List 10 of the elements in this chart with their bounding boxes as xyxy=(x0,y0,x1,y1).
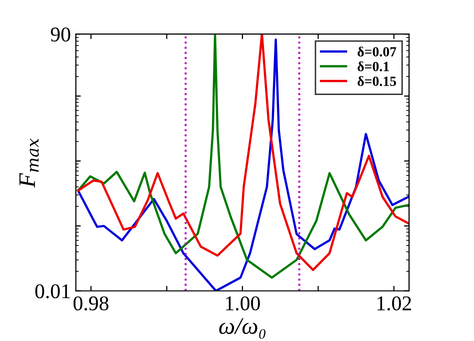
y-axis-title: F$_{max}$ xyxy=(19,138,39,188)
x-axis-title: ω/ω₀ xyxy=(219,318,266,339)
x-tick-label: 1.02 xyxy=(378,296,411,310)
y-tick-label: 0.01 xyxy=(35,284,70,298)
legend-label: δ=0.07 xyxy=(358,46,396,57)
x-tick-label: 0.98 xyxy=(74,296,108,310)
y-tick-label: 90 xyxy=(50,27,70,42)
legend-label: δ=0.1 xyxy=(358,61,389,72)
x-tick-label: 1.00 xyxy=(226,296,260,310)
legend-label: δ=0.15 xyxy=(358,76,396,86)
